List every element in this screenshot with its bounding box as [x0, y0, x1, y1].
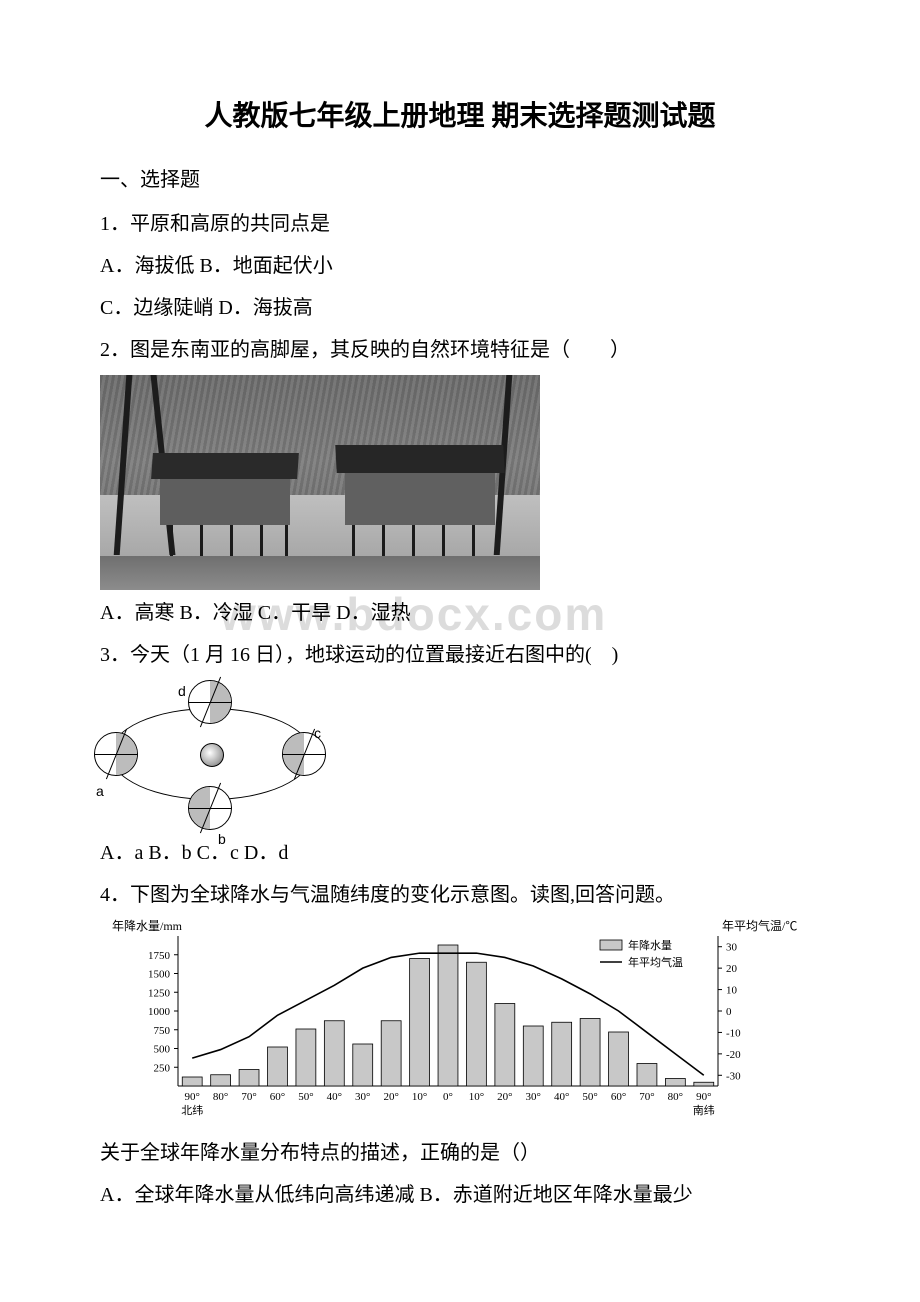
svg-text:250: 250 — [154, 1062, 171, 1074]
svg-text:0°: 0° — [443, 1091, 453, 1103]
svg-text:60°: 60° — [270, 1091, 285, 1103]
section-heading: 一、选择题 — [100, 161, 820, 199]
orbit-label-b: b — [218, 826, 226, 853]
orbit-label-a: a — [96, 778, 104, 805]
q4-options-row1: A．全球年降水量从低纬向高纬递减 B．赤道附近地区年降水量最少 — [100, 1176, 820, 1214]
q1-options-row2: C．边缘陡峭 D．海拔高 — [100, 289, 820, 327]
svg-text:年降水量: 年降水量 — [628, 938, 672, 952]
q4-stem: 4．下图为全球降水与气温随纬度的变化示意图。读图,回答问题。 — [100, 876, 820, 914]
q4-chart: 年降水量/mm 年平均气温/℃ 250 500 750 1000 1250 1500 1750 -… — [100, 918, 800, 1128]
orbit-label-c: c — [314, 720, 321, 747]
q1-options-row1: A．海拔低 B．地面起伏小 — [100, 247, 820, 285]
svg-text:30°: 30° — [526, 1091, 541, 1103]
svg-text:70°: 70° — [241, 1091, 256, 1103]
svg-text:1750: 1750 — [148, 950, 171, 962]
svg-text:-20: -20 — [726, 1049, 741, 1061]
page-title: 人教版七年级上册地理 期末选择题测试题 — [100, 90, 820, 143]
svg-text:40°: 40° — [554, 1091, 569, 1103]
svg-text:1250: 1250 — [148, 987, 171, 999]
svg-text:年降水量/mm: 年降水量/mm — [112, 919, 183, 933]
svg-text:50°: 50° — [582, 1091, 597, 1103]
q4-substem: 关于全球年降水量分布特点的描述，正确的是（） — [100, 1134, 820, 1172]
q2-options: A．高寒 B．冷湿 C．干旱 D．湿热 — [100, 594, 820, 632]
q3-options: A．a B．b C．c D．d — [100, 834, 820, 872]
svg-text:0: 0 — [726, 1006, 732, 1018]
q1-stem: 1．平原和高原的共同点是 — [100, 205, 820, 243]
svg-text:北纬: 北纬 — [181, 1104, 203, 1117]
svg-text:1500: 1500 — [148, 969, 171, 981]
svg-text:750: 750 — [154, 1025, 171, 1037]
svg-text:10°: 10° — [469, 1091, 484, 1103]
svg-text:1000: 1000 — [148, 1006, 171, 1018]
svg-text:70°: 70° — [639, 1091, 654, 1103]
svg-text:80°: 80° — [213, 1091, 228, 1103]
svg-text:30°: 30° — [355, 1091, 370, 1103]
svg-text:南纬: 南纬 — [693, 1104, 715, 1117]
svg-text:30: 30 — [726, 942, 738, 954]
q3-figure: a b c d — [100, 678, 320, 828]
svg-text:20°: 20° — [383, 1091, 398, 1103]
svg-text:20: 20 — [726, 963, 738, 975]
svg-text:90°: 90° — [696, 1091, 711, 1103]
svg-text:500: 500 — [154, 1044, 171, 1056]
q3-stem: 3．今天（1 月 16 日），地球运动的位置最接近右图中的( ) — [100, 636, 820, 674]
orbit-label-d: d — [178, 678, 186, 705]
svg-text:10: 10 — [726, 985, 738, 997]
q2-figure — [100, 375, 540, 590]
q2-stem: 2．图是东南亚的高脚屋，其反映的自然环境特征是（ ） — [100, 331, 820, 369]
svg-text:年平均气温: 年平均气温 — [628, 955, 683, 969]
svg-text:40°: 40° — [327, 1091, 342, 1103]
svg-text:年平均气温/℃: 年平均气温/℃ — [722, 918, 797, 933]
svg-text:20°: 20° — [497, 1091, 512, 1103]
svg-text:10°: 10° — [412, 1091, 427, 1103]
svg-text:-10: -10 — [726, 1028, 741, 1040]
svg-text:50°: 50° — [298, 1091, 313, 1103]
svg-text:60°: 60° — [611, 1091, 626, 1103]
svg-text:-30: -30 — [726, 1070, 741, 1082]
svg-text:80°: 80° — [668, 1091, 683, 1103]
svg-text:90°: 90° — [185, 1091, 200, 1103]
